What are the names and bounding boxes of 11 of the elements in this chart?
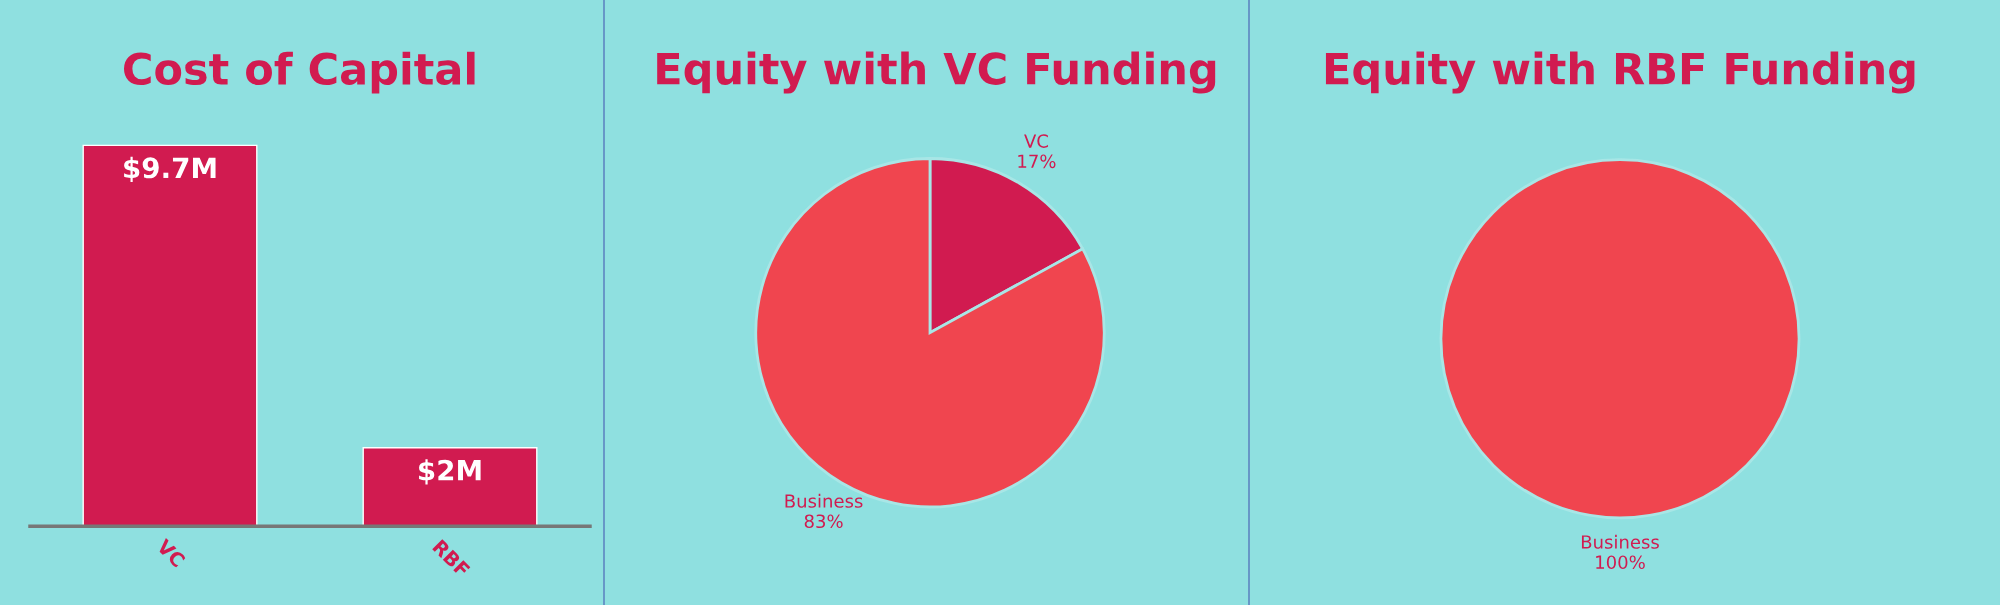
chart-title: Equity with VC Funding [657,51,1216,94]
slice-label: Business [785,493,863,508]
data-label: 17% [1018,154,1056,169]
data-label: $9.7M [124,156,216,183]
slice-label: Business [1581,534,1659,549]
slice-label: VC [1024,134,1048,148]
data-label: 100% [1596,555,1645,570]
data-label: $2M [419,459,481,485]
chart-title: Cost of Capital [124,51,475,94]
chart-title: Equity with RBF Funding [1325,51,1915,94]
data-label: 83% [804,514,843,529]
